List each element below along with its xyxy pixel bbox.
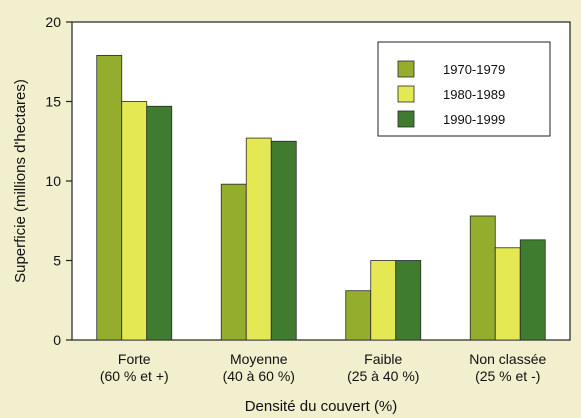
y-tick-label: 15 (45, 94, 61, 110)
x-tick-sublabel: (25 % et -) (475, 368, 540, 384)
x-tick-label: Moyenne (230, 351, 288, 367)
x-tick-sublabel: (40 à 60 %) (223, 368, 295, 384)
bar-1980-1989-moyenne (245, 137, 272, 341)
bar-1970-1979-non-classée (469, 215, 496, 341)
legend-label: 1970-1979 (443, 62, 505, 77)
legend: 1970-1979 1980-1989 1990-1999 (377, 41, 551, 137)
y-tick-label: 20 (45, 14, 61, 30)
bar-1990-1999-non-classée (519, 239, 546, 341)
legend-label: 1980-1989 (443, 87, 505, 102)
x-tick-label: Forte (118, 351, 151, 367)
y-axis: 0 5 10 15 20 (45, 14, 72, 348)
bar-1970-1979-faible (345, 290, 372, 341)
x-axis-title: Densité du couvert (%) (245, 398, 398, 415)
bar-1970-1979-forte (96, 54, 123, 341)
bar-1990-1999-forte (146, 105, 173, 341)
x-tick-label: Non classée (469, 351, 546, 367)
y-axis-title: Superficie (millions d'hectares) (12, 79, 29, 283)
y-tick-label: 5 (53, 253, 61, 269)
bar-1980-1989-faible (370, 260, 397, 341)
x-tick-label: Faible (364, 351, 402, 367)
x-tick-sublabel: (60 % et +) (100, 368, 169, 384)
legend-label: 1990-1999 (443, 112, 505, 127)
bars-layer (96, 54, 546, 341)
x-axis: Forte(60 % et +) Moyenne(40 à 60 %) Faible… (100, 351, 547, 384)
legend-swatch (397, 60, 415, 78)
legend-swatch (397, 110, 415, 128)
y-tick-label: 10 (45, 173, 61, 189)
bar-1980-1989-non-classée (494, 247, 521, 341)
bar-1990-1999-moyenne (270, 140, 297, 341)
bar-1980-1989-forte (121, 101, 148, 341)
legend-swatch (397, 85, 415, 103)
bar-1990-1999-faible (395, 260, 422, 341)
x-tick-sublabel: (25 à 40 %) (347, 368, 419, 384)
y-tick-label: 0 (53, 332, 61, 348)
bar-1970-1979-moyenne (220, 183, 247, 341)
